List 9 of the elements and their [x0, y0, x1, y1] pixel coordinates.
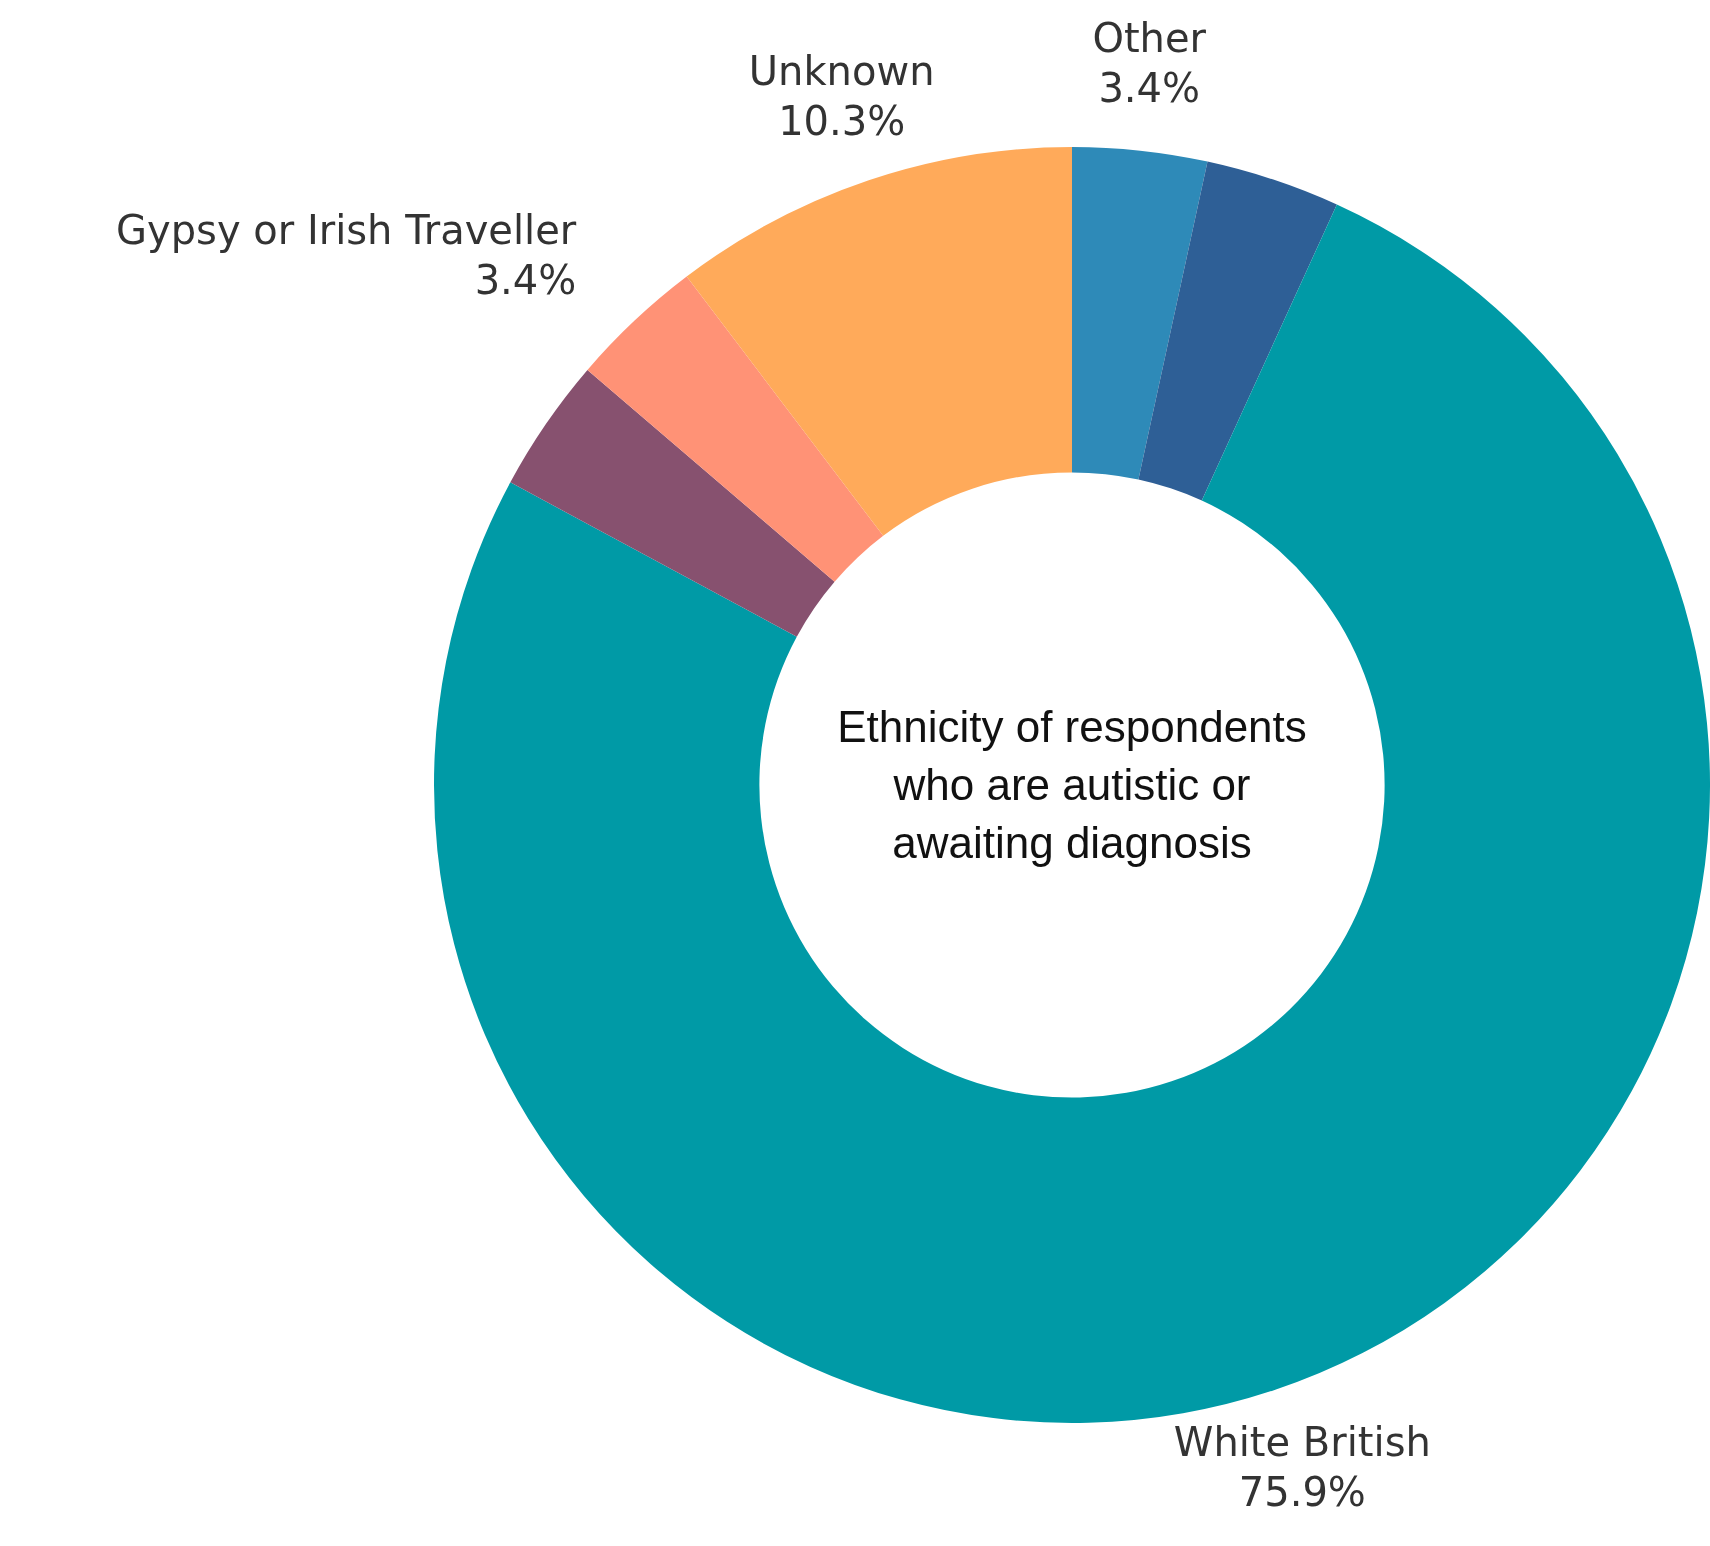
data-label: 10.3%: [778, 98, 906, 145]
slice-label: Unknown: [748, 48, 935, 95]
text: Ethnicity of respondents who are autistic or awaiting diagnosis: [837, 701, 1307, 869]
data-label: 3.4%: [1098, 64, 1201, 111]
slice-label: Gypsy or Irish Traveller: [116, 207, 577, 254]
data-label: 75.9%: [1238, 1468, 1366, 1515]
data-label: 3.4%: [474, 257, 577, 304]
slice-label: White British: [1173, 1418, 1431, 1465]
slice-label: Other: [1092, 14, 1207, 61]
